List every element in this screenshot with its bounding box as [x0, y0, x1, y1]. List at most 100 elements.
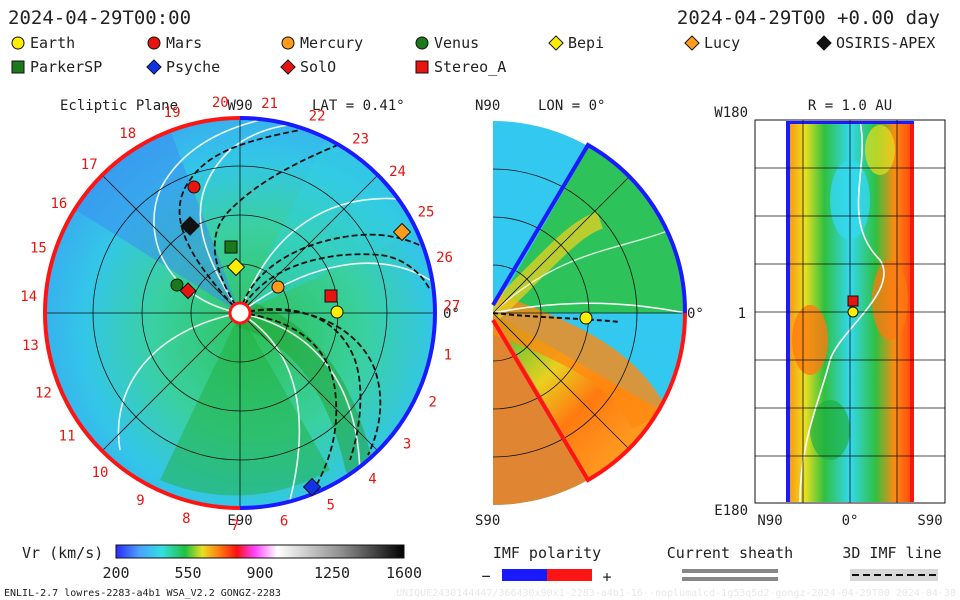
legend-marker	[281, 36, 295, 50]
colorbar-tick-label: 900	[246, 564, 273, 582]
legend-item: Psyche	[146, 58, 220, 76]
carrington-label: 4	[368, 472, 376, 488]
carrington-label: 13	[22, 338, 39, 354]
legend-item: OSIRIS-APEX	[816, 34, 935, 52]
carrington-label: 7	[231, 518, 239, 534]
lon-label: LON = 0°	[538, 98, 605, 114]
colorbar-tick-label: 200	[102, 564, 129, 582]
imf-line-label: 3D IMF line	[842, 544, 941, 562]
carrington-label: 17	[81, 157, 98, 173]
carrington-label: 21	[261, 96, 278, 112]
footer-left: ENLIL-2.7 lowres-2283-a4b1 WSA_V2.2 GONG…	[4, 588, 281, 599]
legend-label: Bepi	[568, 34, 604, 52]
legend-marker	[147, 36, 161, 50]
map-n90-label: N90	[757, 513, 782, 529]
imf-line-swatch-bg	[850, 569, 938, 581]
ecliptic-spacecraft-markers	[170, 180, 412, 497]
carrington-label: 27	[443, 299, 460, 315]
legend-marker	[280, 59, 296, 75]
imf-field-lines	[178, 129, 431, 489]
imf-polarity-label: IMF polarity	[493, 544, 601, 562]
legend-item: SolO	[280, 58, 336, 76]
w180-label: W180	[714, 105, 748, 121]
earth-marker	[330, 305, 344, 319]
colorbar-tick-label: 1250	[314, 564, 350, 582]
legend-label: Venus	[434, 34, 479, 52]
carrington-label: 3	[403, 437, 411, 453]
legend-label: ParkerSP	[30, 58, 102, 76]
forecast-offset-label: 2024-04-29T00 +0.00 day	[677, 7, 940, 29]
meridional-zero-label: 0°	[687, 306, 704, 322]
e90-label: E90	[227, 513, 252, 529]
osiris-apex-marker	[180, 216, 200, 236]
solo-marker	[179, 282, 197, 300]
carrington-label: 16	[50, 196, 67, 212]
polarity-negative-swatch	[502, 569, 547, 581]
carrington-label: 23	[352, 132, 369, 148]
imf-line-legend: 3D IMF line	[842, 544, 942, 581]
legend-item: Earth	[11, 34, 75, 52]
legend-marker	[548, 35, 564, 51]
colorbar-label: Vr (km/s)	[22, 544, 103, 562]
s90-label: S90	[475, 513, 500, 529]
legend-marker	[415, 36, 429, 50]
velocity-colorbar: Vr (km/s) 200 550 900 1250 1600	[22, 544, 422, 582]
carrington-label: 26	[436, 250, 453, 266]
carrington-label: 14	[20, 289, 37, 305]
polarity-positive-swatch	[547, 569, 592, 581]
carrington-label: 18	[119, 126, 136, 142]
sheath-line-2	[682, 577, 778, 581]
carrington-label: 25	[418, 204, 435, 220]
map-earth-marker	[847, 306, 859, 318]
polarity-plus: +	[602, 568, 611, 586]
legend-item: Stereo_A	[415, 58, 506, 76]
colorbar-tick-label: 550	[174, 564, 201, 582]
legend-marker	[816, 35, 832, 51]
bepi-marker	[226, 257, 246, 277]
map-grid	[755, 120, 945, 503]
colorbar-gradient	[115, 544, 405, 559]
carrington-label: 22	[309, 109, 326, 125]
current-sheath-label: Current sheath	[667, 544, 793, 562]
ecliptic-boundary-negative	[239, 116, 437, 510]
w90-label: W90	[227, 98, 252, 114]
ecliptic-plane-panel: Ecliptic Plane LAT = 0.41° W90 E90 0°	[20, 95, 460, 534]
legend-marker	[684, 35, 700, 51]
carrington-label: 5	[326, 498, 334, 514]
legend-item: Lucy	[684, 34, 740, 52]
psyche-marker	[302, 477, 322, 497]
spacecraft-legend: Earth Mars Mercury Venus Bepi Lucy OSIRIS-APEX…	[11, 34, 935, 76]
carrington-label: 8	[182, 511, 190, 527]
map-stereo-a-marker	[847, 295, 859, 307]
ecliptic-title: Ecliptic Plane	[60, 98, 178, 114]
map-s90-label: S90	[917, 513, 942, 529]
carrington-label: 2	[428, 395, 436, 411]
legend-item: ParkerSP	[11, 58, 102, 76]
legend-label: Lucy	[704, 34, 740, 52]
legend-marker	[415, 60, 429, 74]
sheath-line-1	[682, 569, 778, 573]
mars-marker	[187, 180, 201, 194]
legend-marker	[11, 36, 25, 50]
legend-label: SolO	[300, 58, 336, 76]
legend-marker	[146, 59, 162, 75]
colorbar-tick-label: 1600	[386, 564, 422, 582]
legend-item: Venus	[415, 34, 479, 52]
carrington-label: 12	[35, 385, 52, 401]
legend-marker	[11, 60, 25, 74]
stereo-a-marker	[324, 289, 338, 303]
legend-label: Psyche	[166, 58, 220, 76]
mid-left-label: 1	[738, 306, 746, 322]
footer-right: UNIQUE2430144447/366430x90x1-2283-a4b1-1…	[396, 588, 956, 599]
sun-marker	[228, 301, 252, 325]
parker-marker	[224, 240, 238, 254]
carrington-label: 20	[212, 95, 229, 111]
carrington-label: 9	[136, 493, 144, 509]
legend-label: OSIRIS-APEX	[836, 34, 935, 52]
carrington-label: 11	[59, 429, 76, 445]
legend-label: Mars	[166, 34, 202, 52]
lat-label: LAT = 0.41°	[312, 98, 405, 114]
carrington-label: 1	[444, 348, 452, 364]
